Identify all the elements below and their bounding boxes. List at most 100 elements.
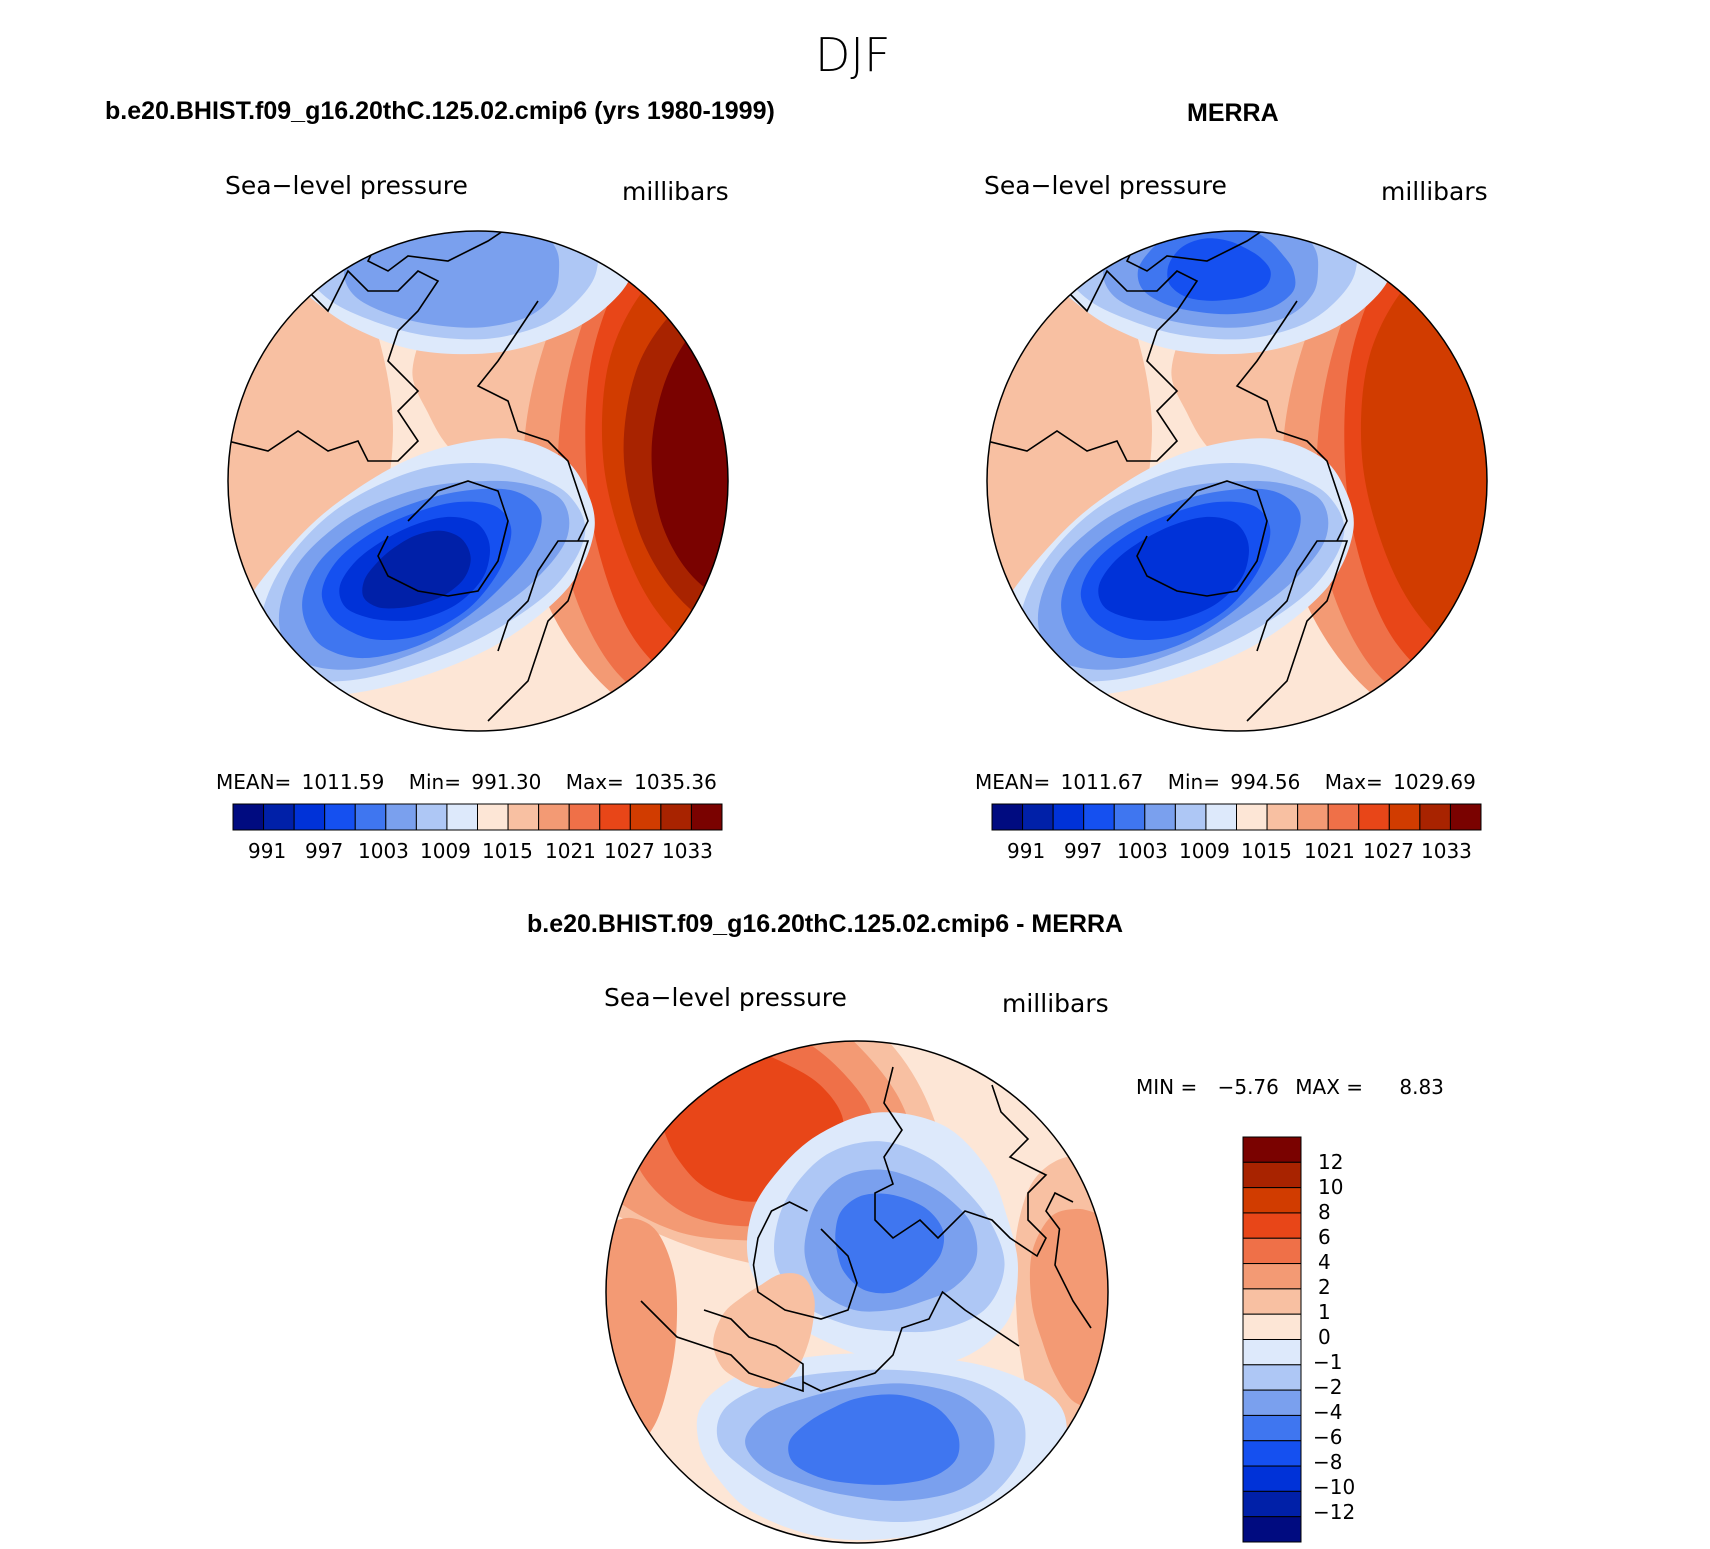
- colorbar-swatch: [599, 803, 631, 831]
- field-contour: [1167, 238, 1271, 301]
- colorbar-swatch: [1242, 1389, 1302, 1416]
- colorbar-swatch: [1174, 803, 1207, 831]
- tick-label: −2: [1313, 1375, 1343, 1399]
- field-contour: [606, 1217, 678, 1453]
- coastline: [228, 269, 440, 462]
- mean-value: 1011.67: [1060, 770, 1144, 794]
- max-value: 1029.69: [1393, 770, 1476, 794]
- min-label: Min=: [408, 770, 461, 794]
- field-contour: [362, 530, 471, 609]
- coastline: [1136, 480, 1268, 597]
- colorbar-swatch: [1242, 1490, 1302, 1518]
- colorbar-swatch: [477, 803, 509, 831]
- min-value: −5.76: [1217, 1075, 1279, 1099]
- colorbar-swatch: [991, 803, 1024, 831]
- colorbar-swatch: [1113, 803, 1146, 831]
- tick-label: 1027: [1363, 839, 1414, 863]
- colorbar-swatch: [1242, 1364, 1302, 1391]
- colorbar-swatch: [1242, 1288, 1302, 1315]
- variable-label-obs: Sea−level pressure: [984, 171, 1227, 200]
- coastline: [1246, 540, 1349, 722]
- field-contour: [835, 1193, 945, 1294]
- colorbar-swatch: [1297, 803, 1329, 831]
- max-label: MAX =: [1295, 1075, 1364, 1099]
- stats-model: MEAN= 1011.59 Min= 991.30 Max= 1035.36: [216, 770, 717, 794]
- min-value: 994.56: [1230, 770, 1301, 794]
- tick-label: 1033: [662, 839, 713, 863]
- colorbar-swatch: [568, 803, 601, 831]
- coastline: [366, 231, 519, 272]
- coastline: [476, 300, 589, 542]
- colorbar-model: [232, 803, 723, 831]
- tick-label: 12: [1318, 1150, 1344, 1174]
- polar-map-model: [227, 230, 729, 732]
- tick-label: 0: [1318, 1325, 1331, 1349]
- tick-label: 10: [1318, 1175, 1344, 1199]
- variable-label-diff: Sea−level pressure: [604, 983, 847, 1012]
- tick-label: −8: [1313, 1450, 1343, 1474]
- coastline: [377, 480, 509, 597]
- colorbar-swatch: [1242, 1440, 1302, 1467]
- colorbar-swatch: [690, 803, 723, 831]
- coastline: [987, 269, 1199, 462]
- polar-map-obs: [986, 230, 1488, 732]
- max-value: 8.83: [1399, 1075, 1444, 1099]
- colorbar-swatch: [263, 803, 295, 831]
- map-border: [227, 230, 729, 732]
- units-label-obs: millibars: [1381, 177, 1488, 206]
- tick-label: 1021: [545, 839, 596, 863]
- field-contour: [713, 1273, 815, 1389]
- colorbar-swatch: [1266, 803, 1299, 831]
- tick-label: 1021: [1304, 839, 1355, 863]
- colorbar-swatch: [1327, 803, 1360, 831]
- colorbar-swatch: [1022, 803, 1054, 831]
- tick-label: 4: [1318, 1250, 1331, 1274]
- colorbar-swatch: [538, 803, 570, 831]
- tick-label: 8: [1318, 1200, 1331, 1224]
- colorbar-swatch: [1083, 803, 1115, 831]
- colorbar-swatch: [1242, 1465, 1302, 1492]
- tick-label: −4: [1313, 1400, 1343, 1424]
- colorbar-swatch: [1144, 803, 1176, 831]
- tick-label: 1015: [1241, 839, 1292, 863]
- coastline: [487, 540, 590, 722]
- colorbar-swatch: [1242, 1516, 1302, 1543]
- colorbar-swatch: [1242, 1263, 1302, 1290]
- coastline: [1235, 300, 1348, 542]
- colorbar-swatch: [293, 803, 326, 831]
- tick-label: 997: [305, 839, 344, 863]
- colorbar-swatch: [1242, 1136, 1302, 1163]
- tick-label: −10: [1313, 1475, 1356, 1499]
- colorbar-swatch: [1236, 803, 1268, 831]
- coastline: [802, 1290, 1020, 1392]
- field-contour: [1360, 247, 1487, 665]
- max-label: Max=: [565, 770, 624, 794]
- colorbar-swatch: [1242, 1212, 1302, 1239]
- colorbar-swatch: [1205, 803, 1237, 831]
- panel-title-obs: MERRA: [1187, 99, 1279, 127]
- colorbar-swatch: [660, 803, 692, 831]
- tick-label: −1: [1313, 1350, 1343, 1374]
- tick-label: 6: [1318, 1225, 1331, 1249]
- colorbar-swatch: [232, 803, 265, 831]
- variable-label-model: Sea−level pressure: [225, 171, 468, 200]
- colorbar-swatch: [1242, 1237, 1302, 1265]
- field-contour: [788, 1394, 960, 1485]
- colorbar-swatch: [1242, 1339, 1302, 1366]
- stats-obs: MEAN= 1011.67 Min= 994.56 Max= 1029.69: [975, 770, 1476, 794]
- colorbar-obs: [991, 803, 1482, 831]
- colorbar-swatch: [1052, 803, 1085, 831]
- colorbar-swatch: [324, 803, 356, 831]
- colorbar-swatch: [1242, 1313, 1302, 1340]
- min-value: 991.30: [471, 770, 542, 794]
- coastline: [1045, 1191, 1092, 1329]
- tick-label: −12: [1313, 1500, 1356, 1524]
- tick-label: 1: [1318, 1300, 1331, 1324]
- units-label-diff: millibars: [1002, 989, 1109, 1018]
- mean-label: MEAN=: [216, 770, 292, 794]
- colorbar-swatch: [1449, 803, 1482, 831]
- tick-label: 997: [1064, 839, 1103, 863]
- coastline: [640, 1300, 804, 1393]
- tick-label: 1027: [604, 839, 655, 863]
- tick-label: 1009: [420, 839, 471, 863]
